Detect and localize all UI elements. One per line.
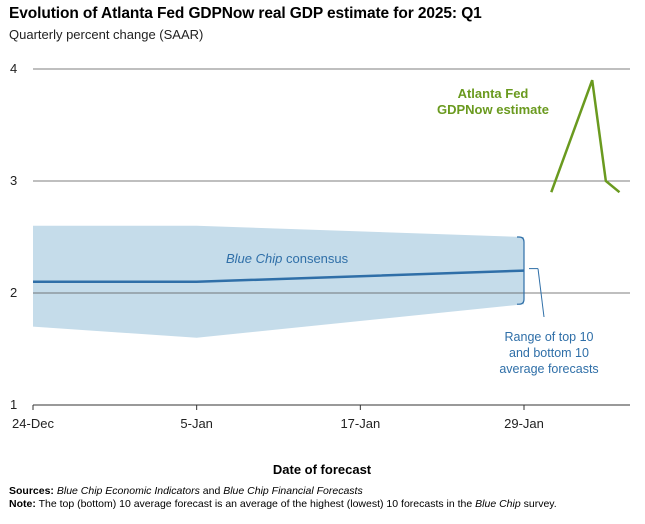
range-label-line2: and bottom 10 xyxy=(509,346,589,360)
range-bracket xyxy=(517,236,525,305)
x-axis-label: Date of forecast xyxy=(273,462,372,477)
gdpnow-label-line2: GDPNow estimate xyxy=(437,102,549,117)
y-tick-label: 1 xyxy=(10,397,17,412)
y-tick-label: 4 xyxy=(10,61,17,76)
chart-subtitle: Quarterly percent change (SAAR) xyxy=(9,27,204,42)
consensus-label-italic: Blue Chip xyxy=(226,251,282,266)
range-label-line3: average forecasts xyxy=(499,362,598,376)
consensus-label: Blue Chip consensus xyxy=(226,251,349,266)
y-tick-label: 3 xyxy=(10,173,17,188)
x-tick-label: 5-Jan xyxy=(180,416,213,431)
consensus-label-rest: consensus xyxy=(282,251,348,266)
note-text-1: The top (bottom) 10 average forecast is … xyxy=(35,498,476,510)
range-label-line1: Range of top 10 xyxy=(505,330,594,344)
footer-sources: Sources: Blue Chip Economic Indicators a… xyxy=(9,485,363,498)
gdpnow-label-line1: Atlanta Fed xyxy=(458,86,529,101)
x-tick-label: 29-Jan xyxy=(504,416,544,431)
sources-label: Sources: xyxy=(9,485,54,497)
consensus-series-line xyxy=(33,269,525,284)
gdpnow-series-line xyxy=(550,79,621,194)
sources-publication-2: Blue Chip Financial Forecasts xyxy=(223,485,363,497)
note-label: Note: xyxy=(9,498,36,510)
sources-publication-1: Blue Chip Economic Indicators xyxy=(56,485,200,497)
x-tick-label: 24-Dec xyxy=(12,416,54,431)
chart-plot: 1 2 3 4 24-Dec 5-Jan 17-Jan 29-Jan Date of forec… xyxy=(10,61,630,477)
y-tick-label: 2 xyxy=(10,285,17,300)
range-pointer-line xyxy=(537,268,545,318)
footer-note: Note: The top (bottom) 10 average foreca… xyxy=(9,498,629,511)
x-tick-label: 17-Jan xyxy=(340,416,380,431)
chart-title: Evolution of Atlanta Fed GDPNow real GDP… xyxy=(9,5,482,22)
forecast-range-band xyxy=(33,225,524,338)
note-text-3: survey. xyxy=(520,498,557,510)
sources-and: and xyxy=(199,485,224,497)
note-text-2: Blue Chip xyxy=(475,498,521,510)
